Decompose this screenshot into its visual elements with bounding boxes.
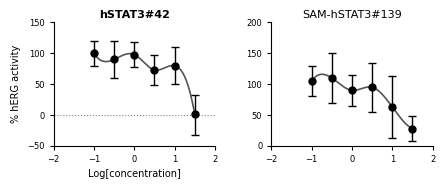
Title: SAM-hSTAT3#139: SAM-hSTAT3#139: [302, 10, 402, 20]
Title: hSTAT3#42: hSTAT3#42: [99, 10, 169, 20]
X-axis label: Log[concentration]: Log[concentration]: [88, 169, 181, 180]
Y-axis label: % hERG activity: % hERG activity: [12, 45, 21, 123]
